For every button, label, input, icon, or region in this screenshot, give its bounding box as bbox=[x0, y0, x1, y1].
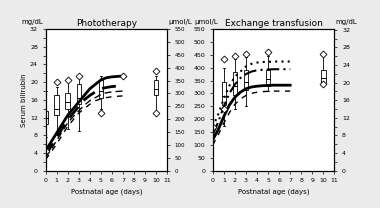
Bar bbox=[43, 111, 48, 124]
Bar bbox=[266, 70, 270, 86]
Title: Phototherapy: Phototherapy bbox=[76, 19, 137, 28]
X-axis label: Postnatal age (days): Postnatal age (days) bbox=[238, 189, 309, 195]
Title: Exchange transfusion: Exchange transfusion bbox=[225, 19, 323, 28]
Bar bbox=[222, 82, 226, 105]
Bar bbox=[244, 70, 248, 90]
Bar bbox=[154, 80, 158, 95]
Y-axis label: Serum bilirubin: Serum bilirubin bbox=[21, 73, 27, 127]
Bar bbox=[65, 93, 70, 109]
Text: mg/dL: mg/dL bbox=[336, 19, 357, 25]
Text: μmol/L: μmol/L bbox=[195, 19, 218, 25]
Bar bbox=[321, 70, 326, 83]
X-axis label: Postnatal age (days): Postnatal age (days) bbox=[71, 189, 142, 195]
Bar bbox=[233, 72, 237, 95]
Bar bbox=[54, 95, 59, 115]
Text: μmol/L: μmol/L bbox=[168, 19, 192, 25]
Text: mg/dL: mg/dL bbox=[21, 19, 43, 25]
Bar bbox=[76, 84, 81, 104]
Bar bbox=[99, 80, 103, 98]
